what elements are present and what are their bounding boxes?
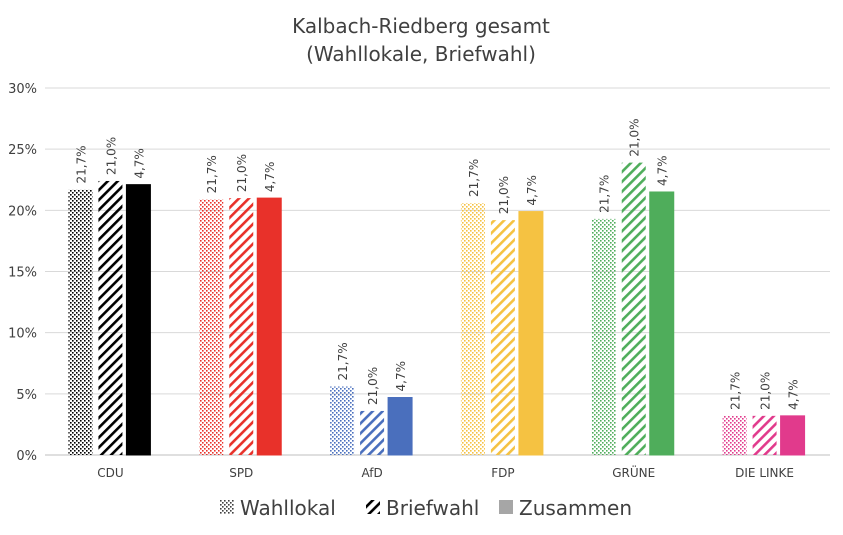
- data-label: 4,7%: [394, 361, 408, 392]
- legend-item-wahllokal: Wahllokal: [220, 496, 336, 520]
- data-label: 4,7%: [656, 155, 670, 186]
- data-label: 4,7%: [132, 148, 146, 179]
- data-label: 21,7%: [336, 342, 350, 380]
- bar-briefwahl: [752, 415, 777, 455]
- x-tick-label: GRÜNE: [612, 464, 655, 480]
- data-label: 21,7%: [729, 372, 743, 410]
- data-label: 21,0%: [235, 154, 249, 192]
- legend-item-zusammen: Zusammen: [499, 496, 632, 520]
- bar-briefwahl: [229, 198, 254, 455]
- legend-swatch: [499, 500, 513, 514]
- bar-wahllokal: [330, 386, 355, 455]
- bar-wahllokal: [199, 199, 224, 455]
- y-tick-label: 5%: [16, 388, 37, 403]
- y-tick-label: 15%: [8, 266, 37, 281]
- data-label: 21,0%: [104, 137, 118, 175]
- bar-briefwahl: [98, 180, 123, 455]
- data-label: 21,7%: [74, 145, 88, 183]
- bar-wahllokal: [722, 415, 747, 455]
- chart-title-line1: Kalbach-Riedberg gesamt: [292, 14, 550, 38]
- x-tick-label: CDU: [97, 466, 123, 480]
- x-tick-label: SPD: [229, 466, 253, 480]
- legend-swatch: [366, 500, 380, 514]
- chart-title-line2: (Wahllokale, Briefwahl): [306, 42, 536, 66]
- legend-swatch: [220, 500, 234, 514]
- x-tick-label: DIE LINKE: [735, 466, 794, 480]
- bar-zusammen: [387, 397, 413, 456]
- legend-label: Briefwahl: [386, 496, 479, 520]
- x-tick-label: FDP: [491, 466, 514, 480]
- bar-briefwahl: [360, 410, 385, 455]
- y-tick-label: 20%: [8, 204, 37, 219]
- data-label: 4,7%: [263, 162, 277, 193]
- y-tick-label: 0%: [16, 449, 37, 464]
- legend-label: Wahllokal: [240, 496, 336, 520]
- data-label: 21,0%: [366, 367, 380, 405]
- bar-zusammen: [649, 191, 675, 456]
- x-tick-label: AfD: [361, 466, 382, 480]
- bar-wahllokal: [460, 202, 485, 455]
- legend-item-briefwahl: Briefwahl: [366, 496, 479, 520]
- data-label: 21,7%: [205, 155, 219, 193]
- bar-zusammen: [518, 211, 544, 456]
- data-label: 21,0%: [497, 176, 511, 214]
- data-label: 21,7%: [467, 159, 481, 197]
- bar-zusammen: [125, 184, 151, 456]
- data-label: 4,7%: [787, 379, 801, 410]
- legend-label: Zusammen: [519, 496, 632, 520]
- y-tick-label: 30%: [8, 82, 37, 97]
- y-tick-label: 10%: [8, 327, 37, 342]
- data-label: 21,0%: [759, 372, 773, 410]
- data-label: 21,0%: [628, 118, 642, 156]
- y-tick-label: 25%: [8, 143, 37, 158]
- bar-briefwahl: [621, 162, 646, 455]
- bar-briefwahl: [490, 220, 515, 455]
- bar-wahllokal: [591, 218, 616, 455]
- data-label: 21,7%: [598, 175, 612, 213]
- bar-zusammen: [256, 197, 282, 456]
- data-label: 4,7%: [525, 175, 539, 206]
- bar-zusammen: [780, 415, 806, 456]
- bar-wahllokal: [68, 189, 93, 455]
